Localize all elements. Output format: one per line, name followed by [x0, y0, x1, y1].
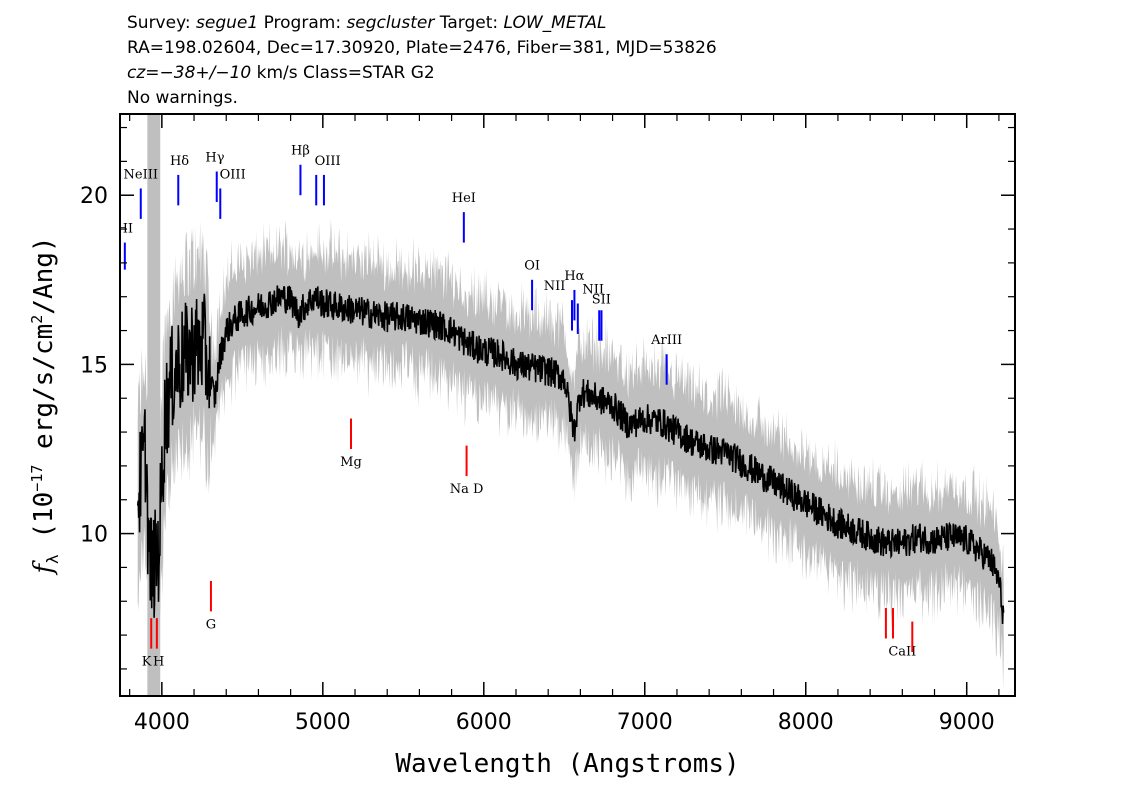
- header-text-span: cz=: [127, 63, 160, 83]
- y-label-text: (10: [29, 492, 59, 555]
- emission-label-neiii: NeIII: [124, 167, 158, 182]
- absorption-label-na-d: Na D: [450, 482, 484, 497]
- header-text-span: Program:: [258, 13, 346, 33]
- y-label-text: erg/s/cm: [29, 324, 59, 465]
- plot-frame: [119, 113, 1016, 697]
- header-warnings-line: No warnings.: [127, 88, 238, 108]
- x-tick-label: 7000: [617, 710, 673, 735]
- x-tick-label: 9000: [939, 710, 995, 735]
- absorption-label-k: K: [142, 655, 152, 670]
- y-label-subscript: λ: [43, 554, 62, 564]
- emission-label-hδ: Hδ: [170, 154, 189, 169]
- emission-label-nii: NII: [582, 282, 604, 297]
- x-tick-label: 4000: [134, 710, 190, 735]
- emission-label-ariii: ArIII: [650, 333, 682, 348]
- header-text-span: km/s Class=STAR G2: [251, 63, 434, 83]
- y-tick-label: 15: [80, 353, 108, 378]
- emission-label-hei: HeI: [452, 191, 476, 206]
- header-survey-line: Survey: segue1 Program: segcluster Targe…: [127, 13, 607, 33]
- emission-label-oiii: OIII: [220, 167, 246, 182]
- y-axis-label: fλ (10−17 erg/s/cm2/Ang): [28, 236, 62, 575]
- axes: 4000 5000 6000 7000 8000 9000 10 15 20: [80, 114, 1015, 735]
- error-band-area: [137, 219, 1004, 690]
- y-label-text: /Ang): [29, 236, 59, 314]
- header-text-span: Survey:: [127, 13, 196, 33]
- emission-label-sii: SII: [592, 292, 611, 307]
- absorption-label-mg: Mg: [340, 455, 362, 470]
- header-coordinates-line: RA=198.02604, Dec=17.30920, Plate=2476, …: [127, 38, 717, 58]
- emission-label-oi: OI: [524, 259, 540, 274]
- absorption-label-g: G: [206, 617, 216, 632]
- y-tick-label: 20: [80, 184, 108, 209]
- y-tick-label: 10: [80, 523, 108, 548]
- flux-line: [136, 285, 1005, 625]
- spectrum-header: Survey: segue1 Program: segcluster Targe…: [127, 13, 717, 108]
- x-tick-label: 8000: [778, 710, 834, 735]
- x-tick-label: 5000: [295, 710, 351, 735]
- y-label-exponent: 2: [28, 315, 46, 324]
- flux-series: [136, 285, 1005, 625]
- x-axis-label: Wavelength (Angstroms): [395, 749, 739, 779]
- header-text-span: segue1: [196, 13, 258, 33]
- absorption-label-h: H: [153, 655, 164, 670]
- header-text-span: Target:: [434, 13, 503, 33]
- x-tick-label: 6000: [456, 710, 512, 735]
- header-text-span: LOW_METAL: [504, 13, 607, 33]
- emission-label-nii: NII: [544, 279, 566, 294]
- emission-label-hγ: Hγ: [205, 150, 224, 165]
- emission-label-hα: Hα: [564, 269, 584, 284]
- header-redshift-line: cz=−38+/−10 km/s Class=STAR G2: [127, 63, 435, 83]
- absorption-label-caii: CaII: [888, 644, 916, 659]
- emission-label-hβ: Hβ: [291, 144, 310, 159]
- emission-label-oiii: OIII: [315, 154, 341, 169]
- y-label-exponent: −17: [28, 465, 46, 492]
- header-text-span: −38+/−10: [160, 63, 252, 83]
- header-text-span: segcluster: [346, 13, 435, 33]
